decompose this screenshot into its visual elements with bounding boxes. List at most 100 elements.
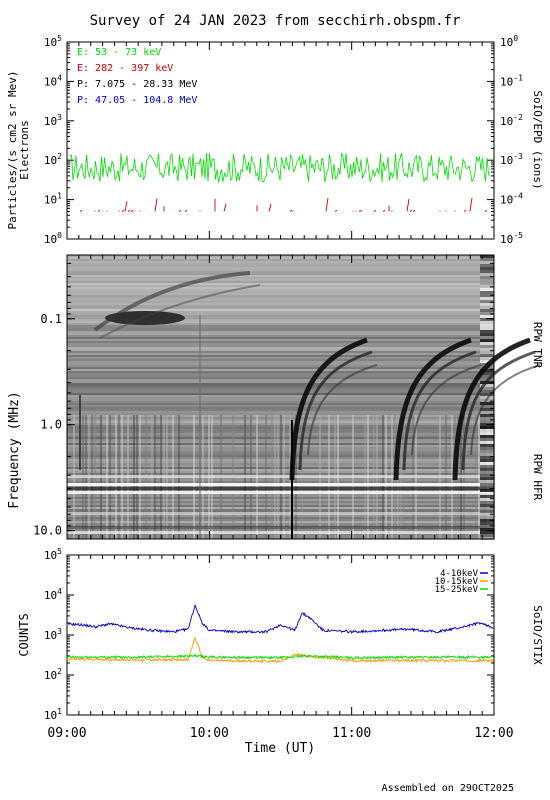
spectrogram-edge-stripe bbox=[480, 516, 494, 519]
spectrogram-hfr-band bbox=[67, 512, 494, 515]
spectrogram-edge-stripe bbox=[480, 258, 494, 261]
epd-series-red-point bbox=[97, 210, 101, 212]
spectrogram-edge-stripe bbox=[480, 492, 494, 495]
spectrogram-edge-stripe bbox=[480, 348, 494, 351]
spectrogram-edge-stripe bbox=[480, 255, 494, 258]
spectrogram-hband bbox=[67, 379, 494, 381]
spectrogram-edge-stripe bbox=[480, 354, 494, 357]
spectrogram-edge-stripe bbox=[480, 456, 494, 459]
burst-type3-1165 bbox=[452, 337, 531, 481]
epd-ylabel: Particles/(s cm2 sr Mev) bbox=[6, 71, 19, 230]
spectrogram-hband bbox=[67, 369, 494, 371]
epd-series-red-point bbox=[406, 198, 410, 212]
spectrogram-hband bbox=[67, 315, 494, 317]
epd-right-ytick-label: 100 bbox=[500, 34, 518, 49]
spectrogram-hband bbox=[67, 413, 494, 415]
spectrogram-edge-stripe bbox=[480, 300, 494, 303]
epd-right-ytick-label: 10-3 bbox=[500, 152, 523, 167]
spectrogram-hband bbox=[67, 325, 494, 327]
spectrogram-hband bbox=[67, 301, 494, 303]
spectrogram-hband bbox=[67, 303, 494, 305]
spectrogram-edge-stripe bbox=[480, 321, 494, 324]
spectrogram-edge-stripe bbox=[480, 327, 494, 330]
spectrogram-hband bbox=[67, 407, 494, 409]
epd-series-red-point bbox=[463, 210, 467, 212]
spectrogram-hband bbox=[67, 329, 494, 331]
spectrogram-edge-stripe bbox=[480, 408, 494, 411]
burst-type3-1135-echo2 bbox=[411, 364, 482, 456]
spectrogram-edge-stripe bbox=[480, 267, 494, 270]
epd-series-red-point bbox=[409, 210, 413, 212]
spectrogram-hband bbox=[67, 343, 494, 345]
spectrogram-edge-stripe bbox=[480, 294, 494, 297]
spectrogram-image bbox=[67, 255, 541, 540]
stix-series-10-15keV bbox=[66, 636, 494, 664]
epd-ytick-label: 104 bbox=[44, 73, 62, 88]
spectrogram-hband bbox=[67, 287, 494, 289]
epd-legend-1: E: 53 - 73 keV bbox=[77, 47, 161, 58]
spectrogram-hband bbox=[67, 327, 494, 329]
spectrogram-edge-stripe bbox=[480, 384, 494, 387]
spectrogram-hband bbox=[67, 411, 494, 413]
spectrogram-edge-stripe bbox=[480, 372, 494, 375]
epd-series-red-point bbox=[130, 210, 134, 212]
spectrogram-hband bbox=[67, 353, 494, 355]
epd-right-label: SoIO/EPD (ions) bbox=[531, 90, 544, 189]
burst-slow-drift-arc2 bbox=[99, 284, 261, 339]
spectrogram-hband bbox=[67, 311, 494, 313]
spectrogram-edge-stripe bbox=[480, 534, 494, 537]
stix-ytick-label: 104 bbox=[44, 587, 62, 602]
spectrogram-hband bbox=[67, 359, 494, 361]
stix-frame bbox=[66, 554, 495, 716]
spectrogram-edge-stripe bbox=[480, 414, 494, 417]
spectrogram-hband bbox=[67, 283, 494, 285]
spectrogram-hfr-band bbox=[67, 491, 494, 494]
spectrogram-edge-stripe bbox=[480, 276, 494, 279]
spectrogram-edge-stripe bbox=[480, 282, 494, 285]
footer-assembled: Assembled on 29OCT2025 bbox=[382, 783, 514, 794]
spectrogram-edge-stripe bbox=[480, 426, 494, 429]
epd-series-red-point bbox=[184, 210, 188, 212]
stix-ytick-label: 101 bbox=[44, 707, 62, 722]
spectrogram-hband bbox=[67, 409, 494, 411]
spectrogram-edge-stripe bbox=[480, 306, 494, 309]
spectrogram-hband bbox=[67, 395, 494, 397]
epd-ytick-label: 103 bbox=[44, 113, 62, 128]
spectrogram-edge-stripe bbox=[480, 465, 494, 468]
spectrogram-edge-stripe bbox=[480, 471, 494, 474]
burst-type3-1135-echo bbox=[402, 350, 477, 471]
epd-series-red-point bbox=[382, 210, 386, 212]
spectrogram-edge-stripe bbox=[480, 450, 494, 453]
spectrogram-hfr-band bbox=[67, 475, 494, 478]
spectrogram-hfr-band bbox=[67, 483, 494, 486]
spectrogram-hband bbox=[67, 261, 494, 263]
epd-series-red-point bbox=[79, 210, 83, 212]
spectrogram-edge-stripe bbox=[480, 528, 494, 531]
spectrogram-hband bbox=[67, 291, 494, 293]
spectrogram-hband bbox=[67, 281, 494, 283]
spectrogram-hband bbox=[67, 367, 494, 369]
spectrogram-edge-stripe bbox=[480, 519, 494, 522]
epd-ytick-label: 105 bbox=[44, 34, 62, 49]
spectrogram-edge-stripe bbox=[480, 369, 494, 372]
spectrogram-hband bbox=[67, 389, 494, 391]
spectrogram-edge-stripe bbox=[480, 405, 494, 408]
rpw-ylabel: Frequency (MHz) bbox=[7, 391, 22, 508]
spectrogram-hband bbox=[67, 399, 494, 401]
spectrogram-hband bbox=[67, 299, 494, 301]
spectrogram-edge-stripe bbox=[480, 420, 494, 423]
epd-ytick-label: 100 bbox=[44, 231, 62, 246]
burst-type3-1060-echo bbox=[298, 350, 373, 471]
spectrogram-hband bbox=[67, 405, 494, 407]
stix-legend-2: 10-15keV bbox=[435, 577, 479, 587]
epd-series-red-point bbox=[334, 210, 338, 212]
spectrogram-edge-stripe bbox=[480, 447, 494, 450]
stix-ytick-label: 105 bbox=[44, 547, 62, 562]
spectrogram-edge-stripe bbox=[480, 318, 494, 321]
spectrogram-edge-stripe bbox=[480, 477, 494, 480]
epd-series-red-point bbox=[325, 197, 329, 212]
spectrogram-edge-stripe bbox=[480, 303, 494, 306]
spectrogram-edge-stripe bbox=[480, 432, 494, 435]
spectrogram-hband bbox=[67, 275, 494, 277]
spectrogram-hband bbox=[67, 323, 494, 325]
